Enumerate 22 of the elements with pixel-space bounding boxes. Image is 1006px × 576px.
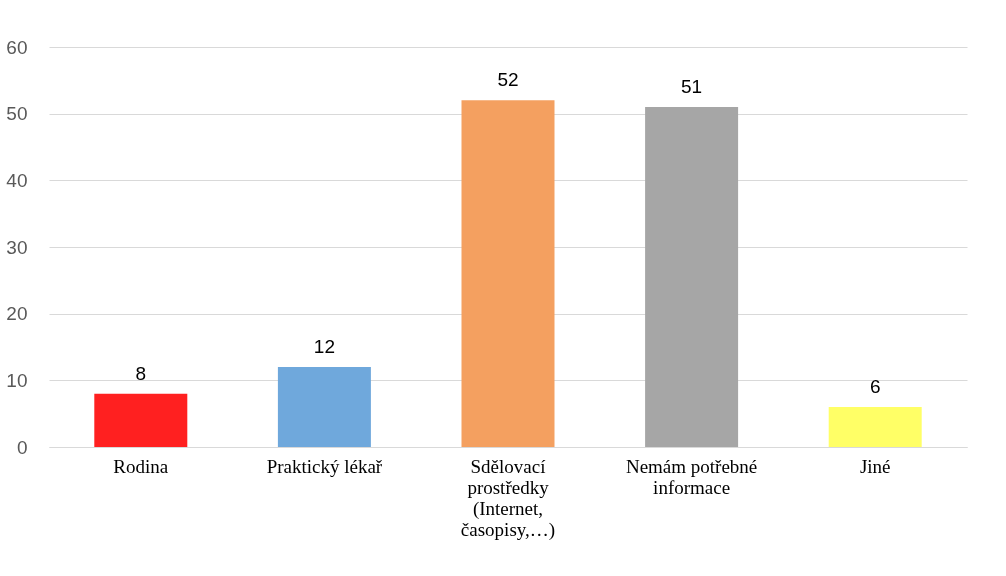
y-tick-label: 50: [6, 103, 28, 125]
bar: [461, 100, 555, 447]
data-label: 6: [869, 376, 881, 397]
bar: [828, 407, 922, 447]
x-tick-label: Praktický lékař: [266, 455, 383, 477]
y-tick-label: 10: [6, 369, 28, 391]
y-tick-label: 0: [16, 436, 28, 458]
x-tick-label: Nemám potřebné informace: [625, 455, 758, 498]
bar: [645, 107, 739, 447]
x-tick-label: Jiné: [859, 455, 891, 477]
y-tick-label: 40: [6, 169, 28, 191]
data-label: 12: [313, 336, 335, 357]
y-tick-label: 30: [6, 236, 28, 258]
bar: [277, 367, 371, 447]
x-tick-label: Sdělovací prostředky (Internet, časopisy,…): [460, 455, 556, 541]
data-label: 8: [135, 362, 147, 384]
y-tick-label: 20: [6, 303, 28, 325]
data-label: 52: [497, 69, 519, 91]
bar: [94, 393, 188, 447]
data-label: 51: [681, 76, 703, 97]
y-tick-label: 60: [6, 36, 28, 58]
x-tick-label: Rodina: [113, 455, 169, 477]
